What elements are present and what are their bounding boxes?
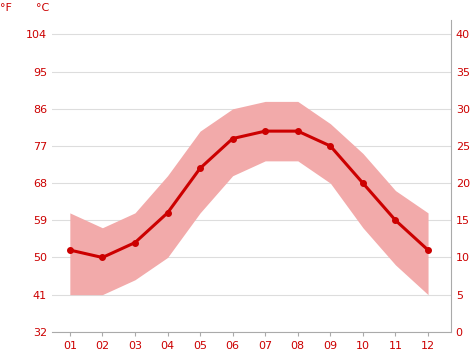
Text: °F: °F (0, 4, 12, 13)
Text: °C: °C (36, 4, 49, 13)
